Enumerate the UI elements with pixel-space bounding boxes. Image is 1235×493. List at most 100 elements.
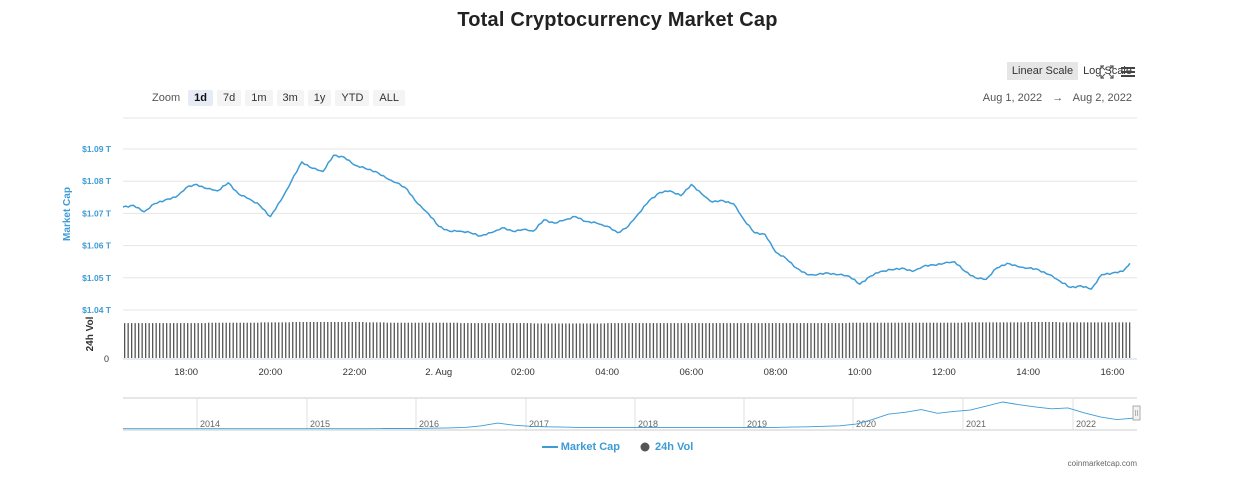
linear-scale-button[interactable]: Linear Scale [1006,62,1079,80]
zoom-1d-button[interactable]: 1d [188,90,213,106]
volume-bar [194,323,196,358]
navigator: 2014 2015 2016 2017 2018 2019 2020 2021 2022 [123,397,1141,431]
volume-bar [834,323,837,358]
volume-bar [145,323,147,358]
volume-bar [764,323,767,358]
volume-bar [1023,322,1026,358]
volume-bar [176,323,178,358]
volume-bar [750,323,753,358]
y-tick-label: $1.05 T [82,273,112,283]
volume-bar [799,323,802,358]
volume-bar [859,322,861,358]
volume-bar [316,322,318,358]
navigator-year-label: 2021 [966,419,986,429]
zoom-7d-button[interactable]: 7d [216,90,242,106]
volume-bar [411,322,413,358]
volume-bar [698,323,700,358]
volume-bar [736,323,739,358]
volume-bar [131,323,133,358]
volume-bar [565,323,567,358]
zoom-1y-button[interactable]: 1y [307,90,332,106]
volume-bar [638,323,641,358]
zoom-1m-button[interactable]: 1m [245,90,273,106]
hamburger-menu-icon[interactable] [1120,64,1136,80]
volume-bar [715,323,718,358]
volume-bar [610,323,613,358]
chart-title: Total Cryptocurrency Market Cap [457,9,778,31]
volume-bar [911,322,914,358]
volume-bar [404,322,406,358]
fullscreen-icon[interactable] [1099,64,1115,80]
x-tick-label: 20:00 [258,367,282,378]
y-tick-label: $1.06 T [82,241,112,251]
credit[interactable]: coinmarketcap.com [1067,459,1137,468]
navigator-handle-box [1132,405,1141,421]
volume-bar [936,322,938,358]
volume-bar [827,323,830,358]
volume-bar [820,323,823,358]
x-tick-label: 08:00 [764,367,788,378]
volume-bar [229,322,231,358]
volume-bar [362,322,364,358]
volume-bar [400,322,402,358]
volume-bar [309,322,311,358]
volume-bar [519,323,521,358]
volume-bar [253,322,255,358]
volume-bar [456,322,458,358]
volume-bar [1083,322,1085,358]
volume-bar [393,322,395,358]
navigator-year-label: 2015 [310,419,330,429]
volume-bar [1111,322,1113,358]
volume-bar [302,322,304,358]
grid-layer [123,117,1137,360]
volume-bar [929,322,931,358]
volume-bar [607,323,609,358]
zoom-3m-button[interactable]: 3m [276,90,304,106]
volume-bar [1125,322,1127,358]
volume-bar [901,322,903,358]
volume-bar [190,323,192,358]
volume-bar [988,322,991,358]
volume-bar [845,323,847,358]
volume-bar [663,323,665,358]
volume-bar [691,323,693,358]
market-cap-line [122,154,1131,290]
volume-bar [705,323,707,358]
volume-bar [890,322,893,358]
volume-bar [344,322,346,358]
volume-bar [558,323,560,358]
volume-bar [204,323,206,358]
volume-bar [995,322,998,358]
y-tick-label: $1.07 T [82,208,112,218]
volume-bar [351,322,353,358]
volume-bar [880,322,882,358]
range-start[interactable]: Aug 1, 2022 [982,92,1043,104]
volume-bar [908,322,910,358]
x-tick-label: 22:00 [343,367,367,378]
legend-item-market-cap[interactable]: Market Cap [541,441,620,453]
volume-bar [803,323,805,358]
volume-bar [596,323,599,358]
volume-bar [726,323,728,358]
volume-bar [873,322,875,358]
volume-bar [267,322,269,358]
zoom-all-button[interactable]: ALL [373,90,405,106]
axis-layer: $1.04 T $1.05 T $1.06 T $1.07 T $1.08 T $1.09… [62,144,1124,378]
volume-bar [512,323,514,358]
range-end[interactable]: Aug 2, 2022 [1072,92,1132,104]
volume-bar [939,322,942,358]
volume-bar [463,323,465,358]
zoom-controls: Zoom 1d 7d 1m 3m 1y YTD ALL [152,89,409,107]
x-tick-label: 12:00 [932,367,956,378]
legend-item-24h-vol[interactable]: 24h Vol [640,441,693,453]
volume-bar [155,323,157,358]
zoom-ytd-button[interactable]: YTD [335,90,370,106]
volume-bar [460,323,462,358]
volume-bar [180,323,182,358]
volume-bar [733,323,735,358]
volume-bar [1100,322,1103,358]
volume-zero-label: 0 [104,354,109,364]
volume-bar [418,322,420,358]
volume-bar [1090,322,1092,358]
volume-bar [852,322,854,358]
